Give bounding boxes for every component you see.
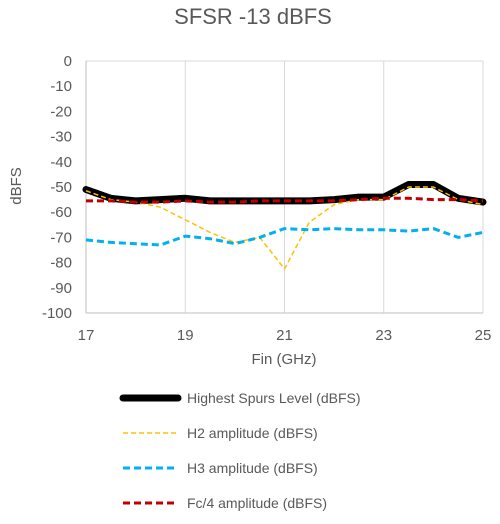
y-tick-label: -90: [50, 280, 72, 297]
y-tick-label: -100: [42, 305, 72, 322]
x-tick-label: 21: [276, 327, 293, 344]
legend-label: H3 amplitude (dBFS): [187, 460, 318, 476]
legend-label: H2 amplitude (dBFS): [187, 425, 318, 441]
y-tick-label: -10: [50, 78, 72, 95]
x-axis-label: Fin (GHz): [252, 351, 317, 368]
y-tick-label: -70: [50, 229, 72, 246]
tick-labels: 0 -10 -20 -30 -40 -50 -60 -70 -80 -90 -100 17 19 21 23…: [42, 53, 491, 344]
y-tick-label: 0: [64, 53, 72, 70]
x-tick-label: 23: [375, 327, 392, 344]
y-axis-label: dBFS: [8, 167, 25, 205]
series-line-2: [85, 227, 484, 247]
y-tick-label: -50: [50, 179, 72, 196]
x-tick-label: 17: [78, 327, 95, 344]
y-tick-label: -40: [50, 154, 72, 171]
legend: Highest Spurs Level (dBFS) H2 amplitude (…: [119, 390, 361, 511]
y-tick-label: -30: [50, 129, 72, 146]
chart-title: SFSR -13 dBFS: [174, 4, 332, 29]
series-line-1: [85, 186, 484, 270]
legend-label: Highest Spurs Level (dBFS): [187, 390, 361, 406]
legend-label: Fc/4 amplitude (dBFS): [187, 495, 327, 511]
series-line-3: [86, 196, 484, 204]
grid: [86, 60, 484, 313]
x-tick-label: 25: [475, 327, 492, 344]
y-tick-label: -80: [50, 255, 72, 272]
x-tick-label: 19: [177, 327, 194, 344]
y-tick-label: -20: [50, 103, 72, 120]
y-tick-label: -60: [50, 204, 72, 221]
series-lines: [82, 181, 487, 270]
